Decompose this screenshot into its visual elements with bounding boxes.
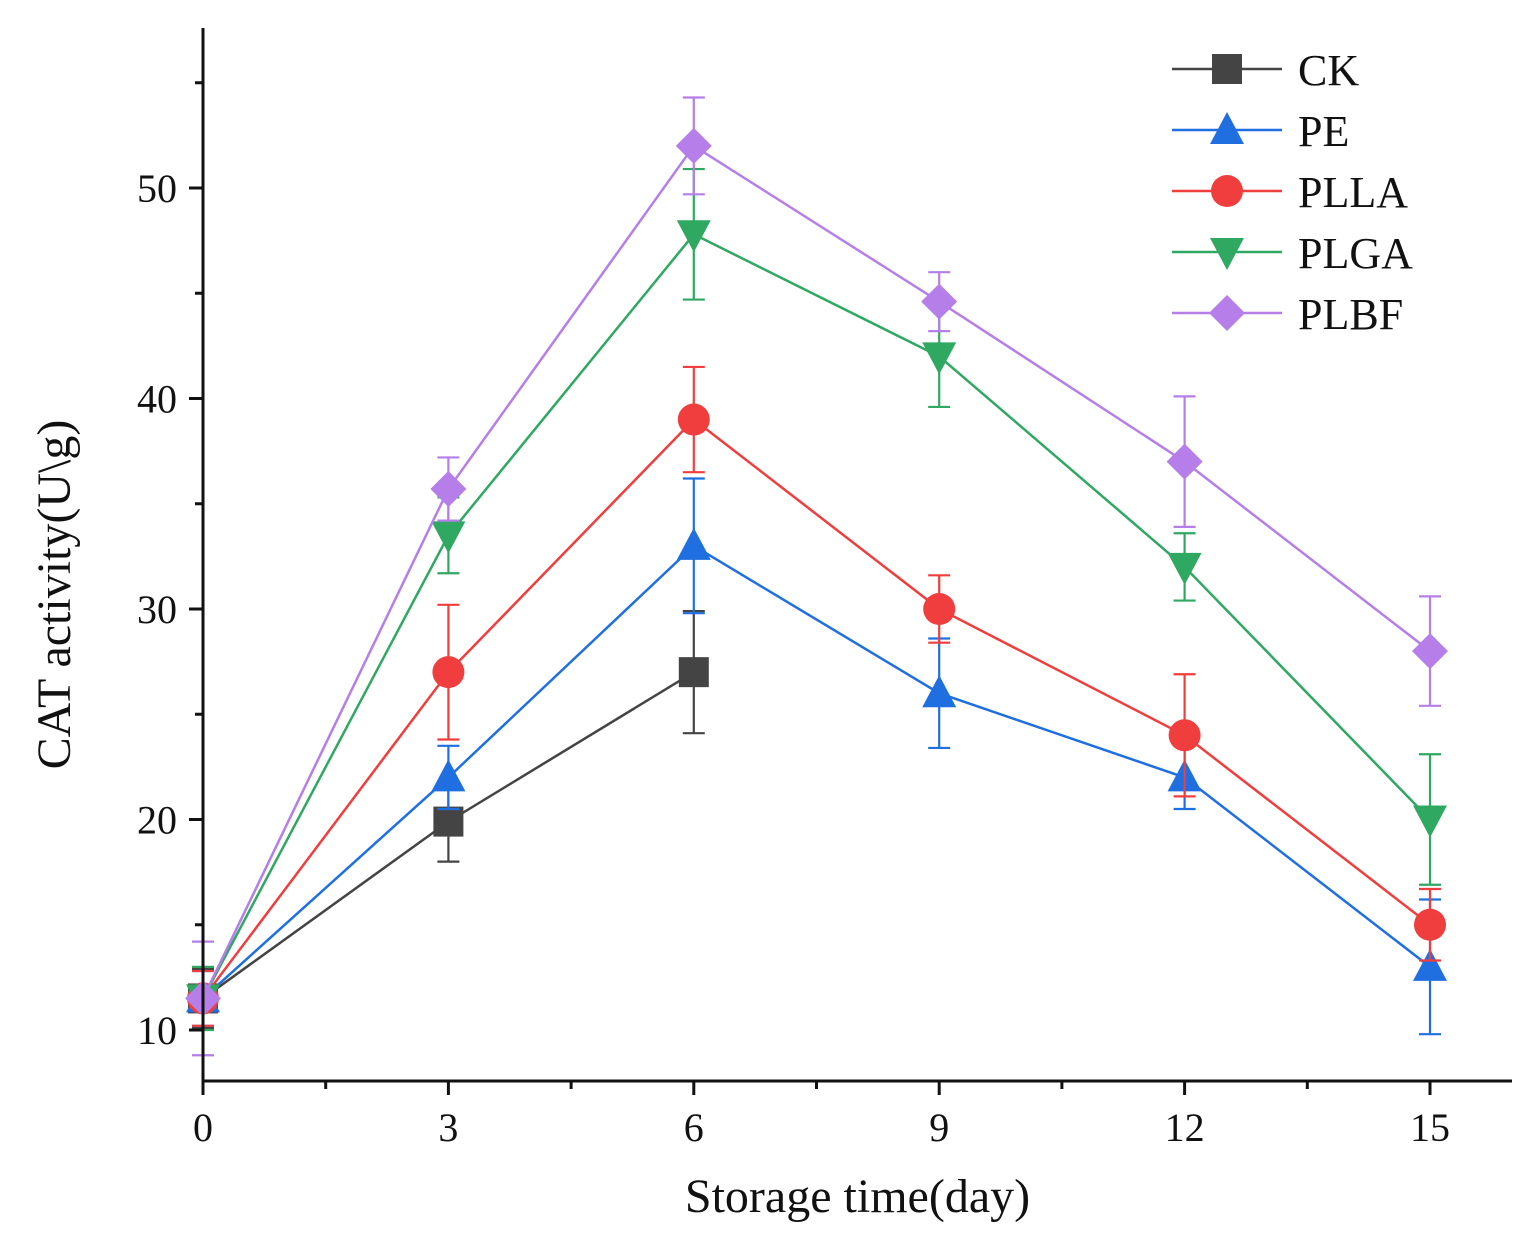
data-point-ck: [433, 806, 464, 837]
data-point-plbf: [675, 127, 712, 164]
legend-label-plga: PLGA: [1298, 229, 1413, 278]
x-axis-title: Storage time(day): [685, 1170, 1030, 1223]
series-line-plbf: [201, 144, 1431, 999]
data-point-plga: [922, 342, 957, 375]
x-tick-label: 6: [684, 1105, 704, 1150]
legend-label-plbf: PLBF: [1298, 290, 1403, 339]
series-line-plga: [201, 232, 1431, 1000]
series-plbf: [185, 96, 1448, 1057]
data-point-ck: [678, 657, 709, 688]
y-tick-label: 10: [137, 1008, 177, 1053]
series-plga: [186, 167, 1447, 1032]
data-point-plga: [1413, 805, 1447, 838]
legend-label-pe: PE: [1298, 107, 1349, 156]
legend-marker-plla: [1211, 175, 1243, 207]
y-tick-label: 50: [137, 166, 177, 211]
data-point-plga: [431, 521, 466, 554]
x-tick-label: 15: [1410, 1105, 1450, 1150]
series-line-plla: [202, 417, 1431, 1000]
data-point-plbf: [430, 471, 467, 508]
y-axis-title: CAT activity(U\g): [28, 420, 81, 770]
data-point-plla: [1168, 719, 1201, 752]
data-point-plbf: [1412, 633, 1448, 670]
legend-label-ck: CK: [1298, 46, 1359, 95]
data-point-pe: [922, 675, 957, 708]
series-pe: [186, 477, 1447, 1036]
legend-item-plga: PLGA: [1172, 229, 1413, 278]
legend-marker-ck: [1212, 54, 1242, 84]
data-point-plga: [676, 220, 711, 253]
legend-marker-plbf: [1209, 295, 1245, 331]
legend-item-plla: PLLA: [1172, 168, 1408, 217]
data-point-plla: [1414, 908, 1446, 941]
legend-item-plbf: PLBF: [1172, 290, 1403, 339]
data-point-pe: [676, 527, 711, 560]
legend-marker-plga: [1210, 238, 1244, 270]
legend-item-ck: CK: [1172, 46, 1359, 95]
data-point-pe: [1413, 948, 1447, 981]
x-tick-label: 9: [929, 1105, 949, 1150]
data-point-pe: [431, 759, 466, 792]
series-line-pe: [202, 544, 1431, 1000]
y-tick-label: 30: [137, 587, 177, 632]
y-tick-label: 20: [137, 798, 177, 843]
data-point-plbf: [1166, 443, 1203, 480]
x-tick-label: 0: [193, 1105, 213, 1150]
data-point-plla: [923, 593, 956, 625]
data-point-plla: [432, 656, 465, 689]
data-point-plla: [677, 403, 710, 436]
x-tick-label: 12: [1165, 1105, 1205, 1150]
legend-marker-pe: [1210, 112, 1244, 144]
y-tick-label: 40: [137, 377, 177, 422]
x-tick-label: 3: [438, 1105, 458, 1150]
legend-label-plla: PLLA: [1298, 168, 1408, 217]
data-point-plga: [1167, 552, 1202, 585]
data-point-plbf: [921, 283, 958, 320]
series-plla: [187, 365, 1446, 1027]
legend-item-pe: PE: [1172, 107, 1349, 156]
